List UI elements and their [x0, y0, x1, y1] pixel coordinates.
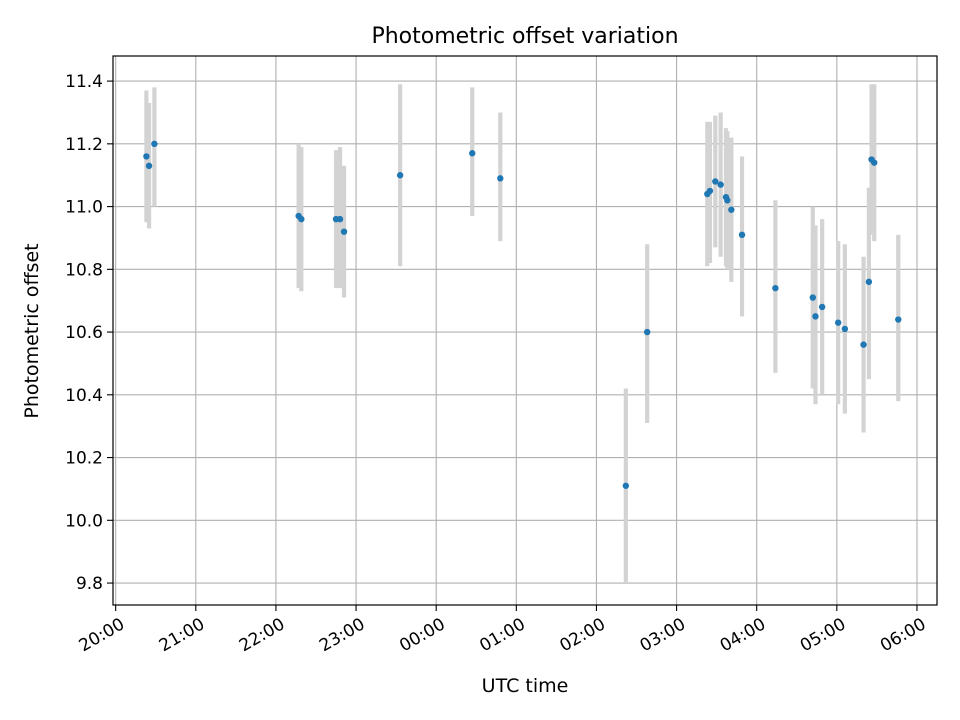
data-point — [841, 325, 849, 333]
data-point — [860, 341, 867, 348]
y-tick-label: 11.4 — [65, 72, 103, 92]
data-point — [871, 159, 878, 166]
y-axis-label: Photometric offset — [21, 243, 43, 418]
data-point — [712, 178, 719, 185]
data-point — [643, 328, 651, 336]
y-tick-label: 11.2 — [65, 135, 103, 155]
data-point — [497, 175, 504, 182]
y-tick-label: 11.0 — [65, 198, 103, 218]
data-point — [396, 172, 404, 179]
data-point — [728, 206, 735, 213]
data-point — [298, 215, 305, 223]
y-tick-label: 9.8 — [76, 574, 103, 594]
grid-layer — [113, 56, 937, 605]
data-point — [622, 482, 630, 489]
data-point — [865, 278, 873, 286]
data-point — [469, 150, 476, 157]
data-point — [340, 228, 348, 235]
x-axis-label: UTC time — [482, 675, 569, 697]
y-tick-label: 10.8 — [65, 260, 103, 280]
data-point — [724, 197, 731, 204]
data-point — [818, 303, 826, 311]
data-point — [895, 316, 902, 323]
data-point — [717, 181, 724, 188]
data-point — [812, 313, 819, 320]
data-point — [738, 231, 746, 239]
data-point — [151, 140, 158, 148]
data-point — [336, 215, 344, 223]
data-point — [706, 187, 714, 195]
plot-frame — [112, 55, 938, 606]
data-point — [145, 162, 153, 169]
y-tick-label: 10.0 — [65, 511, 103, 531]
y-tick-label: 10.4 — [65, 386, 103, 406]
chart-title: Photometric offset variation — [371, 24, 678, 49]
data-point — [772, 284, 779, 292]
y-tick-label: 10.6 — [65, 323, 103, 343]
point-layer — [143, 140, 902, 489]
data-point — [809, 294, 816, 301]
data-point — [143, 153, 150, 160]
data-point — [834, 319, 842, 326]
y-tick-label: 10.2 — [65, 449, 103, 469]
